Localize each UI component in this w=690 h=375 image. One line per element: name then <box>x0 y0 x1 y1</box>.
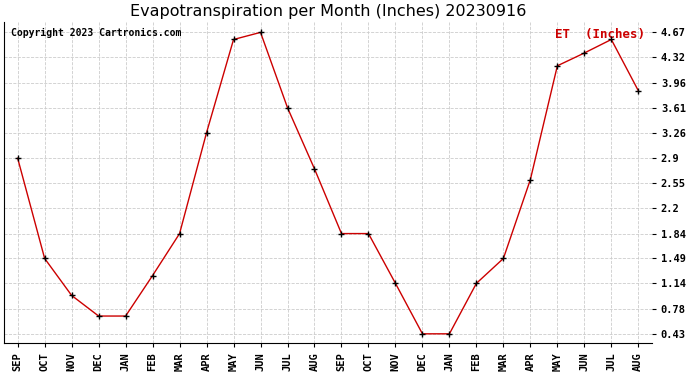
Text: Copyright 2023 Cartronics.com: Copyright 2023 Cartronics.com <box>10 28 181 38</box>
Text: ET  (Inches): ET (Inches) <box>555 28 645 41</box>
Title: Evapotranspiration per Month (Inches) 20230916: Evapotranspiration per Month (Inches) 20… <box>130 4 526 19</box>
